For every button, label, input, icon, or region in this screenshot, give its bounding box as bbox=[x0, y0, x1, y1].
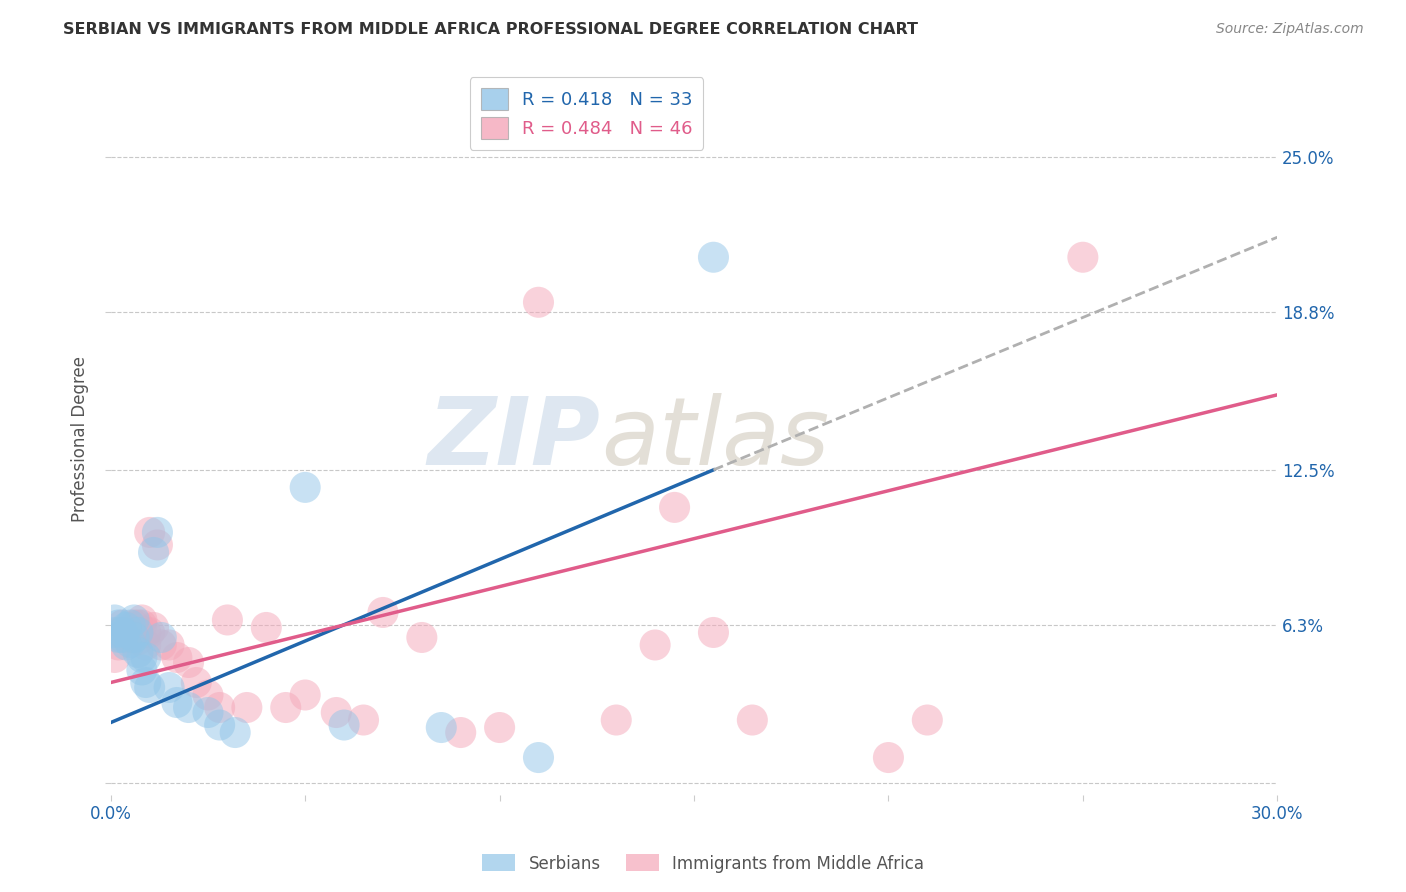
Point bbox=[702, 625, 724, 640]
Point bbox=[157, 681, 180, 695]
Point bbox=[107, 618, 129, 632]
Point bbox=[142, 545, 165, 559]
Point bbox=[274, 700, 297, 714]
Point bbox=[877, 750, 900, 764]
Point bbox=[138, 681, 160, 695]
Point bbox=[120, 625, 142, 640]
Point bbox=[294, 480, 316, 494]
Point bbox=[131, 663, 153, 677]
Point bbox=[325, 706, 347, 720]
Point bbox=[208, 700, 231, 714]
Point bbox=[197, 688, 219, 702]
Point bbox=[186, 675, 208, 690]
Point bbox=[120, 625, 142, 640]
Point bbox=[104, 625, 127, 640]
Point bbox=[741, 713, 763, 727]
Point bbox=[120, 635, 142, 649]
Point bbox=[177, 700, 200, 714]
Point bbox=[197, 706, 219, 720]
Point bbox=[104, 650, 127, 665]
Point bbox=[122, 618, 145, 632]
Text: SERBIAN VS IMMIGRANTS FROM MIDDLE AFRICA PROFESSIONAL DEGREE CORRELATION CHART: SERBIAN VS IMMIGRANTS FROM MIDDLE AFRICA… bbox=[63, 22, 918, 37]
Point bbox=[450, 725, 472, 739]
Point bbox=[138, 625, 160, 640]
Point bbox=[111, 625, 134, 640]
Point bbox=[353, 713, 375, 727]
Point bbox=[488, 721, 510, 735]
Text: ZIP: ZIP bbox=[427, 392, 600, 484]
Point bbox=[107, 631, 129, 645]
Point bbox=[371, 606, 394, 620]
Point bbox=[254, 620, 277, 634]
Point bbox=[111, 631, 134, 645]
Text: atlas: atlas bbox=[600, 393, 830, 484]
Point bbox=[1071, 250, 1094, 264]
Point bbox=[527, 295, 550, 310]
Point bbox=[138, 525, 160, 540]
Point bbox=[115, 631, 138, 645]
Point bbox=[664, 500, 686, 515]
Point bbox=[104, 613, 127, 627]
Point bbox=[217, 613, 239, 627]
Point bbox=[111, 618, 134, 632]
Point bbox=[430, 721, 453, 735]
Point bbox=[208, 718, 231, 732]
Point bbox=[236, 700, 259, 714]
Point bbox=[131, 618, 153, 632]
Point bbox=[131, 613, 153, 627]
Point bbox=[127, 645, 149, 659]
Point bbox=[150, 631, 173, 645]
Point bbox=[177, 656, 200, 670]
Point bbox=[120, 618, 142, 632]
Point bbox=[127, 625, 149, 640]
Point bbox=[127, 632, 149, 647]
Point bbox=[135, 625, 157, 640]
Point bbox=[146, 538, 169, 552]
Legend: R = 0.418   N = 33, R = 0.484   N = 46: R = 0.418 N = 33, R = 0.484 N = 46 bbox=[470, 77, 703, 150]
Point bbox=[527, 750, 550, 764]
Point bbox=[411, 631, 433, 645]
Point bbox=[294, 688, 316, 702]
Text: Source: ZipAtlas.com: Source: ZipAtlas.com bbox=[1216, 22, 1364, 37]
Point bbox=[135, 650, 157, 665]
Point bbox=[115, 620, 138, 634]
Point bbox=[224, 725, 246, 739]
Point bbox=[146, 525, 169, 540]
Point bbox=[150, 638, 173, 652]
Y-axis label: Professional Degree: Professional Degree bbox=[72, 356, 89, 522]
Point bbox=[333, 718, 356, 732]
Point bbox=[157, 638, 180, 652]
Point bbox=[166, 650, 188, 665]
Point bbox=[127, 618, 149, 632]
Point bbox=[107, 638, 129, 652]
Point bbox=[131, 650, 153, 665]
Point bbox=[135, 675, 157, 690]
Legend: Serbians, Immigrants from Middle Africa: Serbians, Immigrants from Middle Africa bbox=[475, 847, 931, 880]
Point bbox=[166, 696, 188, 710]
Point bbox=[122, 631, 145, 645]
Point bbox=[605, 713, 627, 727]
Point bbox=[702, 250, 724, 264]
Point bbox=[135, 638, 157, 652]
Point bbox=[107, 625, 129, 640]
Point bbox=[122, 631, 145, 645]
Point bbox=[115, 638, 138, 652]
Point bbox=[122, 613, 145, 627]
Point bbox=[917, 713, 939, 727]
Point bbox=[142, 620, 165, 634]
Point bbox=[644, 638, 666, 652]
